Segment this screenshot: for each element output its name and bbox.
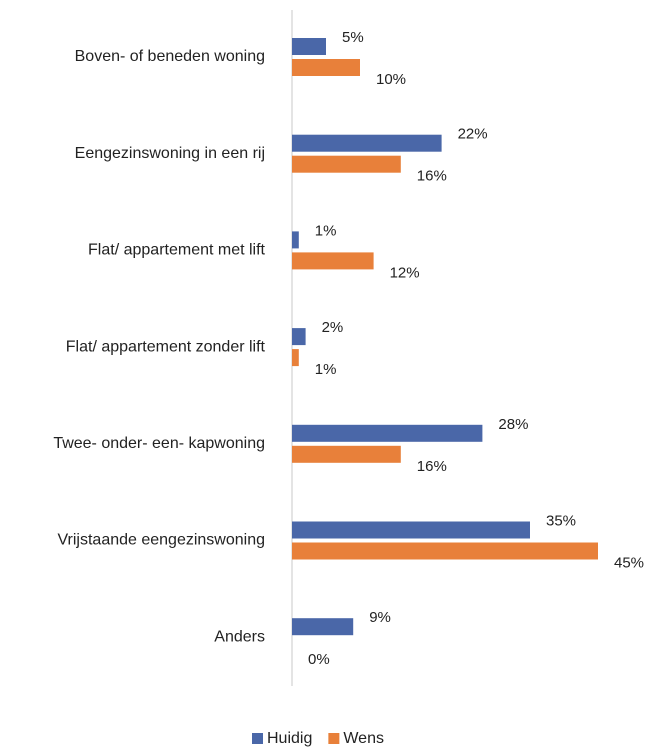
bar [292,445,401,463]
value-label: 12% [390,264,420,281]
value-label: 5% [342,29,364,46]
value-label: 2% [322,319,344,336]
bar [292,252,374,270]
value-label: 22% [458,126,488,143]
bar [292,328,306,346]
value-label: 45% [614,554,644,571]
bar [292,38,326,55]
bar [292,349,299,367]
value-label: 1% [315,361,337,378]
value-label: 35% [546,512,576,529]
category-label: Flat/ appartement met lift [88,242,266,259]
value-label: 28% [498,416,528,433]
bar [292,231,299,249]
value-label: 9% [369,609,391,626]
bar [292,542,598,560]
bar [292,134,442,152]
category-label: Flat/ appartement zonder lift [66,338,266,355]
value-label: 10% [376,71,406,88]
value-label: 0% [308,651,330,668]
bar [292,424,483,442]
category-label: Vrijstaande eengezinswoning [57,532,265,549]
legend-swatch [328,733,340,744]
legend-label: Huidig [267,730,312,747]
bar [292,618,354,636]
category-label: Boven- of beneden woning [75,48,265,65]
bar [292,155,401,173]
category-label: Anders [214,628,265,645]
value-label: 16% [417,168,447,185]
value-label: 1% [315,222,337,239]
category-label: Twee- onder- een- kapwoning [53,435,265,452]
category-label: Eengezinswoning in een rij [75,145,265,162]
value-label: 16% [417,458,447,475]
bar [292,521,530,539]
legend-swatch [252,733,263,744]
legend-label: Wens [343,730,384,747]
bar [292,59,360,76]
